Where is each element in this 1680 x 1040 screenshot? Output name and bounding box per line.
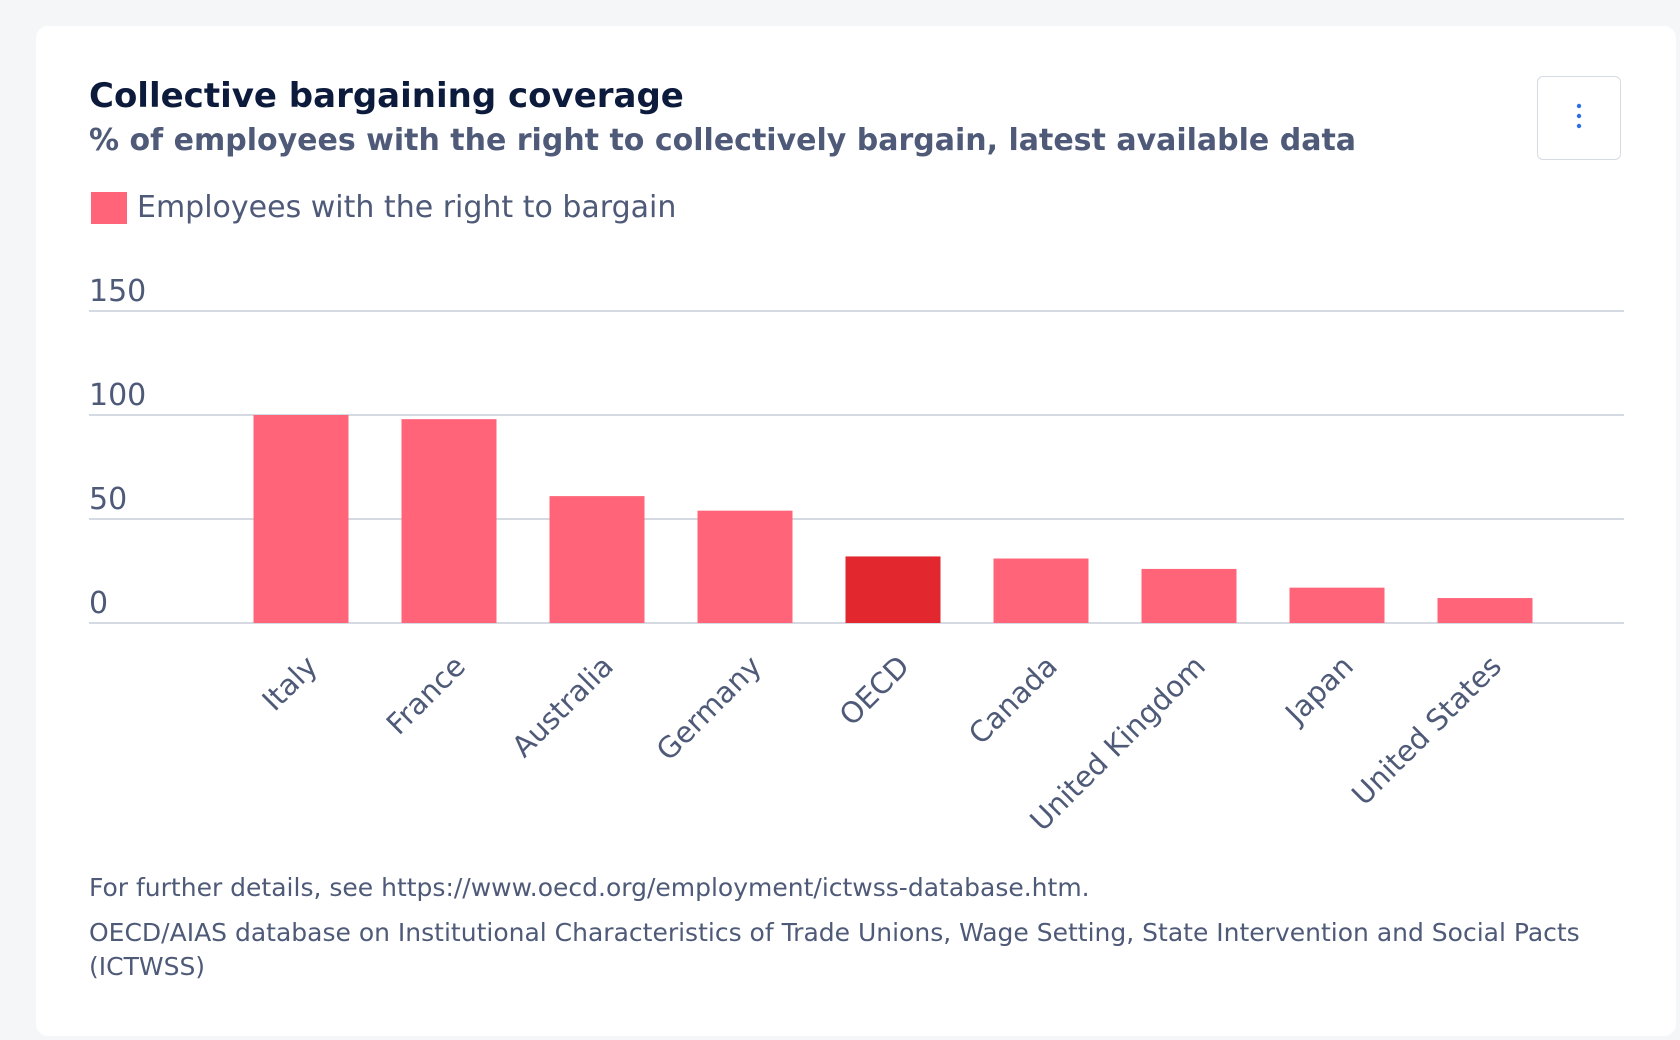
- bar-australia: [549, 496, 645, 623]
- x-tick-label: Italy: [255, 649, 324, 718]
- x-tick-label: Germany: [650, 649, 768, 767]
- chart-card: Collective bargaining coverage % of empl…: [36, 26, 1676, 1036]
- bar-germany: [697, 510, 793, 623]
- y-tick-label: 0: [89, 586, 108, 621]
- y-tick-label: 100: [89, 378, 146, 413]
- x-tick-label: Japan: [1277, 649, 1360, 732]
- legend-swatch: [91, 191, 127, 224]
- chart-subtitle: % of employees with the right to collect…: [89, 123, 1357, 158]
- chart-title: Collective bargaining coverage: [89, 76, 684, 116]
- x-tick-label: France: [380, 649, 472, 741]
- chart-menu-button[interactable]: [1537, 76, 1621, 160]
- bar-united-states: [1437, 598, 1533, 623]
- bar-united-kingdom: [1141, 568, 1237, 623]
- bar-italy: [253, 415, 349, 623]
- more-vertical-icon: [1575, 101, 1583, 135]
- legend-label: Employees with the right to bargain: [137, 190, 677, 225]
- x-tick-label: OECD: [833, 649, 916, 732]
- footnote-details: For further details, see https://www.oec…: [89, 873, 1090, 902]
- bar-oecd: [845, 556, 941, 623]
- bar-france: [401, 419, 497, 623]
- bar-canada: [993, 558, 1089, 623]
- chart-legend: Employees with the right to bargain: [91, 190, 676, 225]
- y-tick-label: 150: [89, 274, 146, 309]
- bar-chart: 0 50 100 150 Italy France Australia Germany OECD…: [89, 274, 1624, 838]
- footnote-source: OECD/AIAS database on Institutional Char…: [89, 918, 1580, 981]
- x-tick-label: Australia: [505, 649, 620, 764]
- y-tick-label: 50: [89, 482, 127, 517]
- bar-japan: [1289, 587, 1385, 623]
- x-tick-label: Canada: [962, 649, 1064, 751]
- x-tick-label: United States: [1345, 649, 1508, 812]
